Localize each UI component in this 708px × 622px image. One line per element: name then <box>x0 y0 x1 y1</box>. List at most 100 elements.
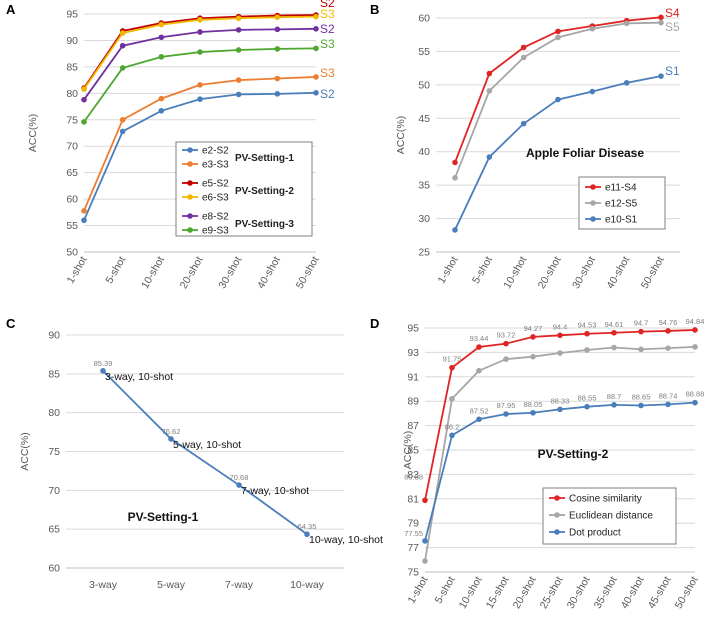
x-tick-label: 40-shot <box>604 254 632 290</box>
data-point <box>584 330 590 337</box>
y-axis-label: ACC(%) <box>19 432 31 471</box>
data-point <box>197 82 203 88</box>
x-tick-label: 40-shot <box>619 574 647 610</box>
y-tick-label: 79 <box>407 518 419 530</box>
legend-entry-label: e8-S2 <box>202 212 229 223</box>
x-tick-label: 45-shot <box>646 574 674 610</box>
data-value-label: 94.4 <box>553 322 568 331</box>
x-tick-label: 10-way <box>290 579 325 591</box>
y-tick-label: 55 <box>418 46 430 58</box>
legend-group-label: PV-Setting-2 <box>235 186 294 197</box>
data-value-label: 85.39 <box>94 359 113 368</box>
legend-group-label: PV-Setting-3 <box>235 219 294 230</box>
data-value-label: 94.53 <box>578 321 597 330</box>
legend-entry-label: e5-S2 <box>202 179 229 190</box>
data-point <box>638 346 644 353</box>
data-point-label: 7-way, 10-shot <box>241 485 309 497</box>
data-point <box>81 119 87 125</box>
y-tick-label: 87 <box>407 420 419 432</box>
data-point <box>119 116 126 123</box>
data-point <box>452 159 458 166</box>
y-tick-label: 60 <box>418 13 430 25</box>
y-tick-label: 25 <box>418 247 430 259</box>
y-tick-label: 60 <box>48 563 60 575</box>
data-point <box>638 328 644 335</box>
legend-swatch-marker <box>187 161 193 167</box>
data-point <box>692 327 698 333</box>
legend-entry-label: e3-S3 <box>202 160 229 171</box>
y-tick-label: 81 <box>407 493 419 505</box>
x-tick-label: 30-shot <box>570 254 598 290</box>
y-tick-label: 83 <box>407 469 419 481</box>
data-point <box>555 34 561 41</box>
data-point <box>304 531 310 538</box>
data-point <box>449 432 455 439</box>
x-tick-label: 10-shot <box>501 254 529 290</box>
y-tick-label: 89 <box>407 396 419 408</box>
y-tick-label: 93 <box>407 347 419 359</box>
data-value-label: 94.7 <box>634 319 649 328</box>
y-tick-label: 70 <box>48 485 60 497</box>
data-point <box>197 29 203 35</box>
x-tick-label: 20-shot <box>536 254 564 290</box>
data-point <box>235 27 242 33</box>
data-point <box>486 70 493 77</box>
data-point <box>476 344 482 350</box>
x-tick-label: 7-way <box>225 579 254 591</box>
data-point <box>530 353 536 360</box>
legend-swatch-marker <box>554 495 560 501</box>
series-end-label: S4 <box>665 6 680 20</box>
legend-swatch-marker <box>187 213 193 219</box>
data-point <box>313 26 319 32</box>
data-point <box>313 13 319 20</box>
series-end-label: S1 <box>665 64 680 78</box>
legend-swatch-marker <box>554 529 560 535</box>
data-point <box>452 227 458 233</box>
data-value-label: 76.62 <box>162 427 181 436</box>
panel-c-chart: 60 65 70 75 80 85 90 3-way 5-way 7-way 10-way ACC(%… <box>19 330 383 592</box>
data-value-label: 88.7 <box>607 392 622 401</box>
legend-entry-label: Euclidean distance <box>569 511 653 522</box>
data-point <box>158 54 165 60</box>
data-point <box>81 207 87 214</box>
data-point <box>158 95 165 102</box>
x-tick-label: 5-shot <box>103 254 128 285</box>
x-tick-label: 10-shot <box>139 254 167 290</box>
data-point-label: 10-way, 10-shot <box>309 534 383 546</box>
data-value-label: 94.84 <box>686 317 705 326</box>
legend-box <box>175 141 313 237</box>
data-point <box>520 54 527 61</box>
legend-entry-label: e10-S1 <box>605 215 638 226</box>
data-point <box>422 538 428 544</box>
data-point <box>584 403 590 410</box>
data-point <box>520 120 527 127</box>
data-point <box>555 28 561 35</box>
data-point <box>81 86 87 92</box>
panel-letter-a: A <box>6 2 16 17</box>
data-point <box>658 73 664 79</box>
y-tick-label: 77 <box>407 542 419 554</box>
y-tick-label: 95 <box>66 9 78 21</box>
data-point <box>81 96 87 103</box>
data-value-label: 88.74 <box>659 391 678 400</box>
data-point <box>158 107 165 114</box>
y-tick-label: 85 <box>66 61 78 73</box>
data-point <box>235 47 242 53</box>
y-tick-label: 80 <box>66 88 78 100</box>
legend-swatch-marker <box>187 194 193 200</box>
y-tick-label: 35 <box>418 180 430 192</box>
y-tick-label: 30 <box>418 213 430 225</box>
y-axis-label: ACC(%) <box>395 116 407 155</box>
legend-entry-label: e6-S3 <box>202 193 229 204</box>
data-point <box>611 402 617 408</box>
data-value-label: 93.72 <box>497 331 516 340</box>
data-value-label: 94.27 <box>524 324 543 333</box>
panel-d-chart: 75 77 79 81 83 85 87 89 91 93 95 1-shot 5-shot 10-sho… <box>402 317 704 611</box>
y-tick-label: 60 <box>66 194 78 206</box>
x-tick-label: 1-shot <box>65 254 90 285</box>
data-value-label: 94.76 <box>659 318 678 327</box>
panel-b-chart: 25 30 35 40 45 50 55 60 1-shot 5-shot 10-shot 20-sh… <box>395 6 680 291</box>
data-point <box>100 368 106 374</box>
x-tick-label: 30-shot <box>565 574 593 610</box>
x-tick-label: 15-shot <box>484 574 512 610</box>
